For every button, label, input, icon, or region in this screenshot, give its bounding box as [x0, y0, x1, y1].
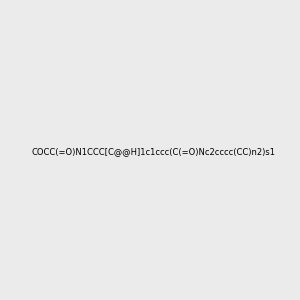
Text: COCC(=O)N1CCC[C@@H]1c1ccc(C(=O)Nc2cccc(CC)n2)s1: COCC(=O)N1CCC[C@@H]1c1ccc(C(=O)Nc2cccc(C…: [32, 147, 276, 156]
